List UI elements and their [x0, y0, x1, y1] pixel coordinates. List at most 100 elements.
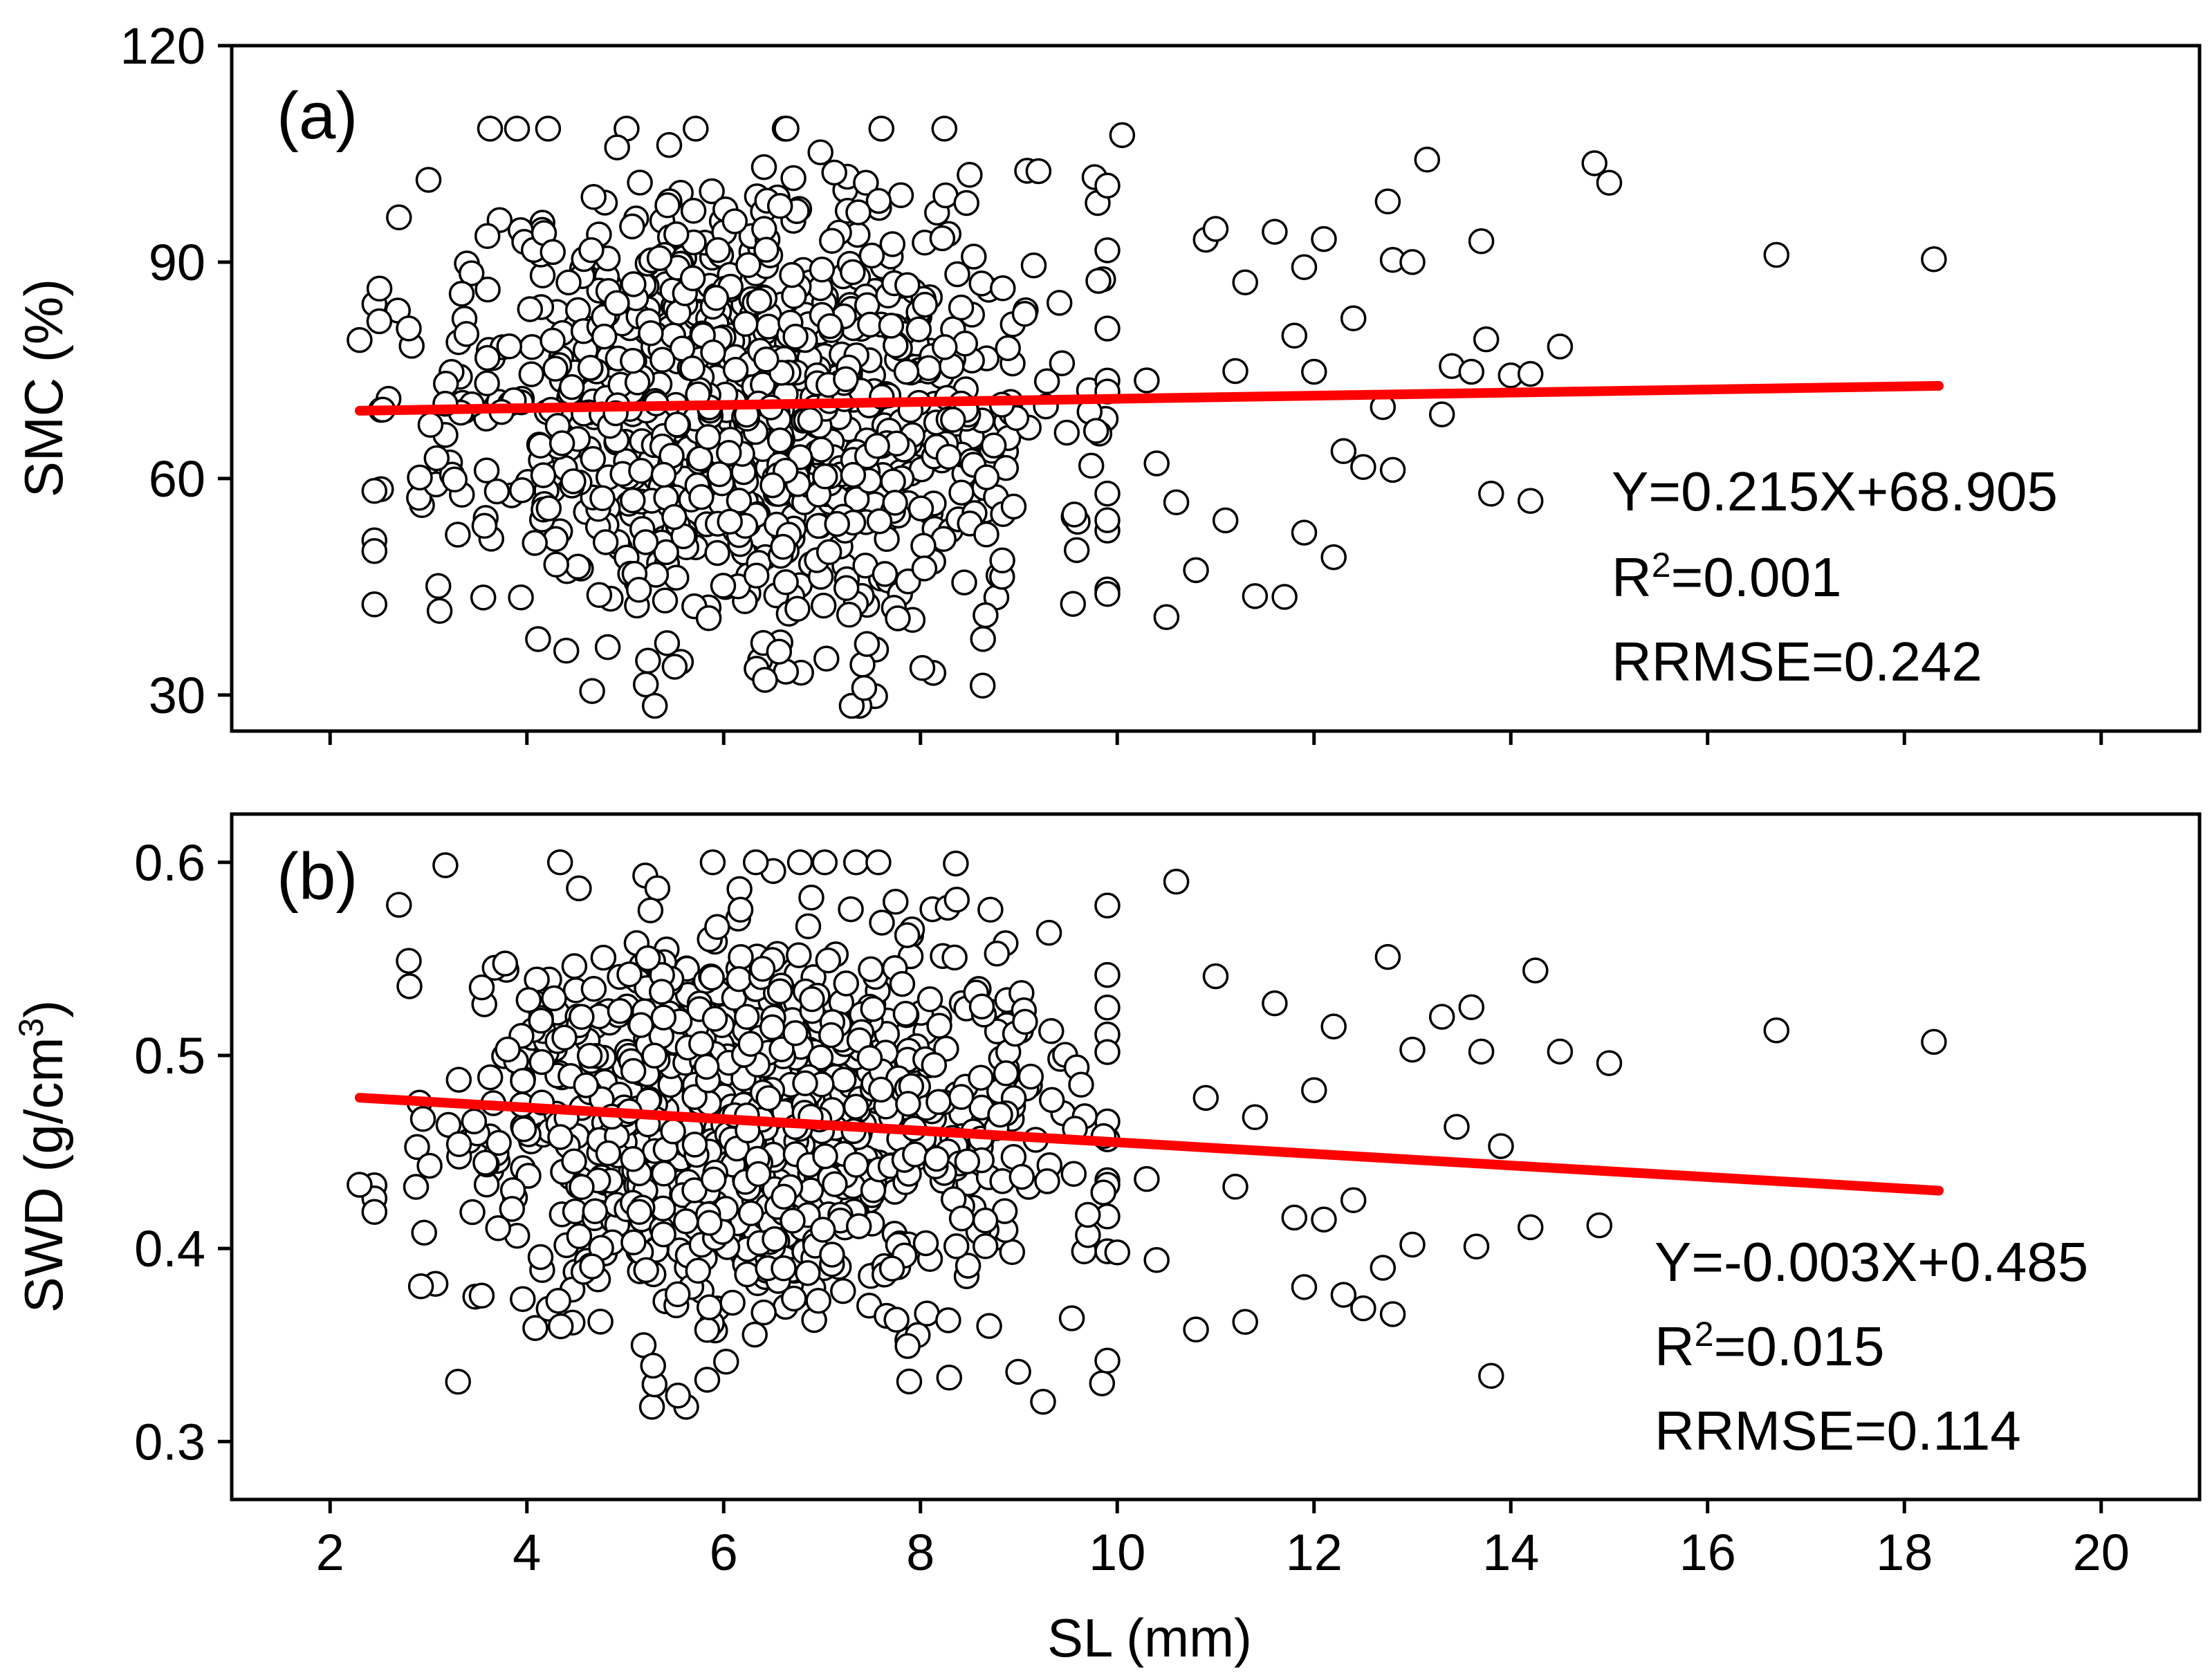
data-point	[628, 458, 654, 484]
data-point	[821, 159, 847, 186]
data-point	[564, 297, 591, 324]
data-point	[818, 1022, 845, 1049]
data-point	[1094, 237, 1121, 264]
data-point	[468, 974, 495, 1001]
data-point	[1350, 1295, 1376, 1322]
data-point	[976, 1313, 1002, 1339]
data-point	[1242, 1104, 1269, 1131]
data-point	[542, 356, 569, 382]
data-point	[361, 537, 388, 564]
data-point	[555, 269, 582, 296]
data-point	[717, 508, 743, 535]
data-point	[366, 275, 393, 302]
data-point	[1222, 358, 1248, 385]
data-point	[812, 1143, 838, 1170]
data-point	[595, 1140, 622, 1167]
data-point	[892, 1000, 919, 1027]
data-point	[813, 645, 840, 672]
data-point	[1011, 300, 1038, 327]
data-point	[403, 1174, 430, 1200]
scatter-points-b	[347, 849, 1947, 1420]
data-point	[880, 468, 906, 495]
data-point	[1517, 1214, 1544, 1241]
data-point	[770, 533, 796, 560]
data-point	[604, 290, 630, 317]
data-point	[1399, 249, 1426, 275]
data-point	[815, 539, 842, 566]
data-point	[1060, 1161, 1087, 1187]
data-point	[445, 1131, 472, 1157]
data-point	[973, 464, 1000, 490]
data-point	[935, 443, 962, 470]
data-point	[620, 1145, 647, 1172]
data-point	[616, 961, 643, 988]
data-point	[1291, 519, 1318, 546]
data-point	[1374, 188, 1401, 215]
data-point	[1320, 544, 1347, 571]
data-point	[911, 555, 938, 582]
data-point	[1414, 147, 1441, 173]
data-point	[1049, 350, 1076, 376]
data-point	[810, 592, 837, 619]
data-point	[957, 161, 983, 188]
x-tick-label-20: 20	[2073, 1524, 2130, 1581]
data-point	[973, 602, 999, 629]
data-point	[853, 169, 879, 196]
data-point	[699, 964, 725, 991]
data-point	[527, 432, 554, 459]
data-point	[641, 692, 668, 719]
data-point	[528, 1049, 555, 1076]
data-point	[1094, 1039, 1121, 1065]
data-point	[750, 1299, 777, 1326]
data-point	[530, 462, 557, 488]
data-point	[569, 1004, 595, 1031]
panel-b: 0.3 0.4 0.5 0.6 (b) SWD (g/cm3) Y=-0.003X+0…	[12, 812, 2202, 1502]
data-point	[699, 178, 725, 205]
data-point	[1060, 591, 1087, 617]
data-point	[819, 1241, 845, 1268]
data-point	[471, 513, 498, 539]
data-point	[780, 1208, 806, 1234]
data-point	[386, 892, 412, 918]
data-point	[936, 1365, 963, 1391]
data-point	[1025, 158, 1052, 185]
data-point	[951, 569, 977, 596]
data-point	[941, 944, 968, 971]
data-point	[635, 647, 661, 674]
data-point	[644, 875, 671, 901]
data-point	[632, 671, 659, 698]
data-point	[528, 1007, 554, 1034]
data-point	[1163, 489, 1190, 516]
data-point	[1008, 1163, 1035, 1190]
data-point	[624, 369, 651, 396]
data-point	[1522, 957, 1549, 984]
y-axis-title-b: SWD (g/cm3)	[12, 1000, 74, 1313]
data-point	[1291, 1274, 1318, 1300]
data-point	[637, 897, 664, 923]
panel-label-a: (a)	[277, 79, 358, 153]
data-point	[634, 945, 661, 972]
data-point	[409, 1106, 436, 1132]
data-point	[681, 1132, 708, 1158]
data-point	[1020, 252, 1047, 279]
data-point	[579, 1253, 605, 1280]
data-point	[700, 1166, 727, 1193]
data-point	[895, 1091, 921, 1117]
data-point	[706, 461, 732, 488]
data-point	[646, 245, 673, 271]
x-axis: 2 4 6 8 10 12 14 16 18 20	[316, 731, 2130, 1581]
data-point	[504, 116, 531, 142]
panel-a: 30 60 90 120 (a) SMC (%) Y=0.215X+68.905 R2…	[13, 17, 2202, 733]
data-point	[558, 373, 585, 400]
data-point	[485, 1215, 511, 1241]
data-point	[1281, 1204, 1308, 1231]
y-axis-title-a: SMC (%)	[13, 279, 74, 497]
data-point	[716, 439, 742, 466]
data-point	[549, 430, 575, 456]
data-point	[1053, 419, 1080, 446]
data-point	[640, 1352, 666, 1379]
data-point	[972, 1207, 999, 1234]
data-point	[407, 1273, 434, 1300]
data-point	[1547, 333, 1574, 360]
